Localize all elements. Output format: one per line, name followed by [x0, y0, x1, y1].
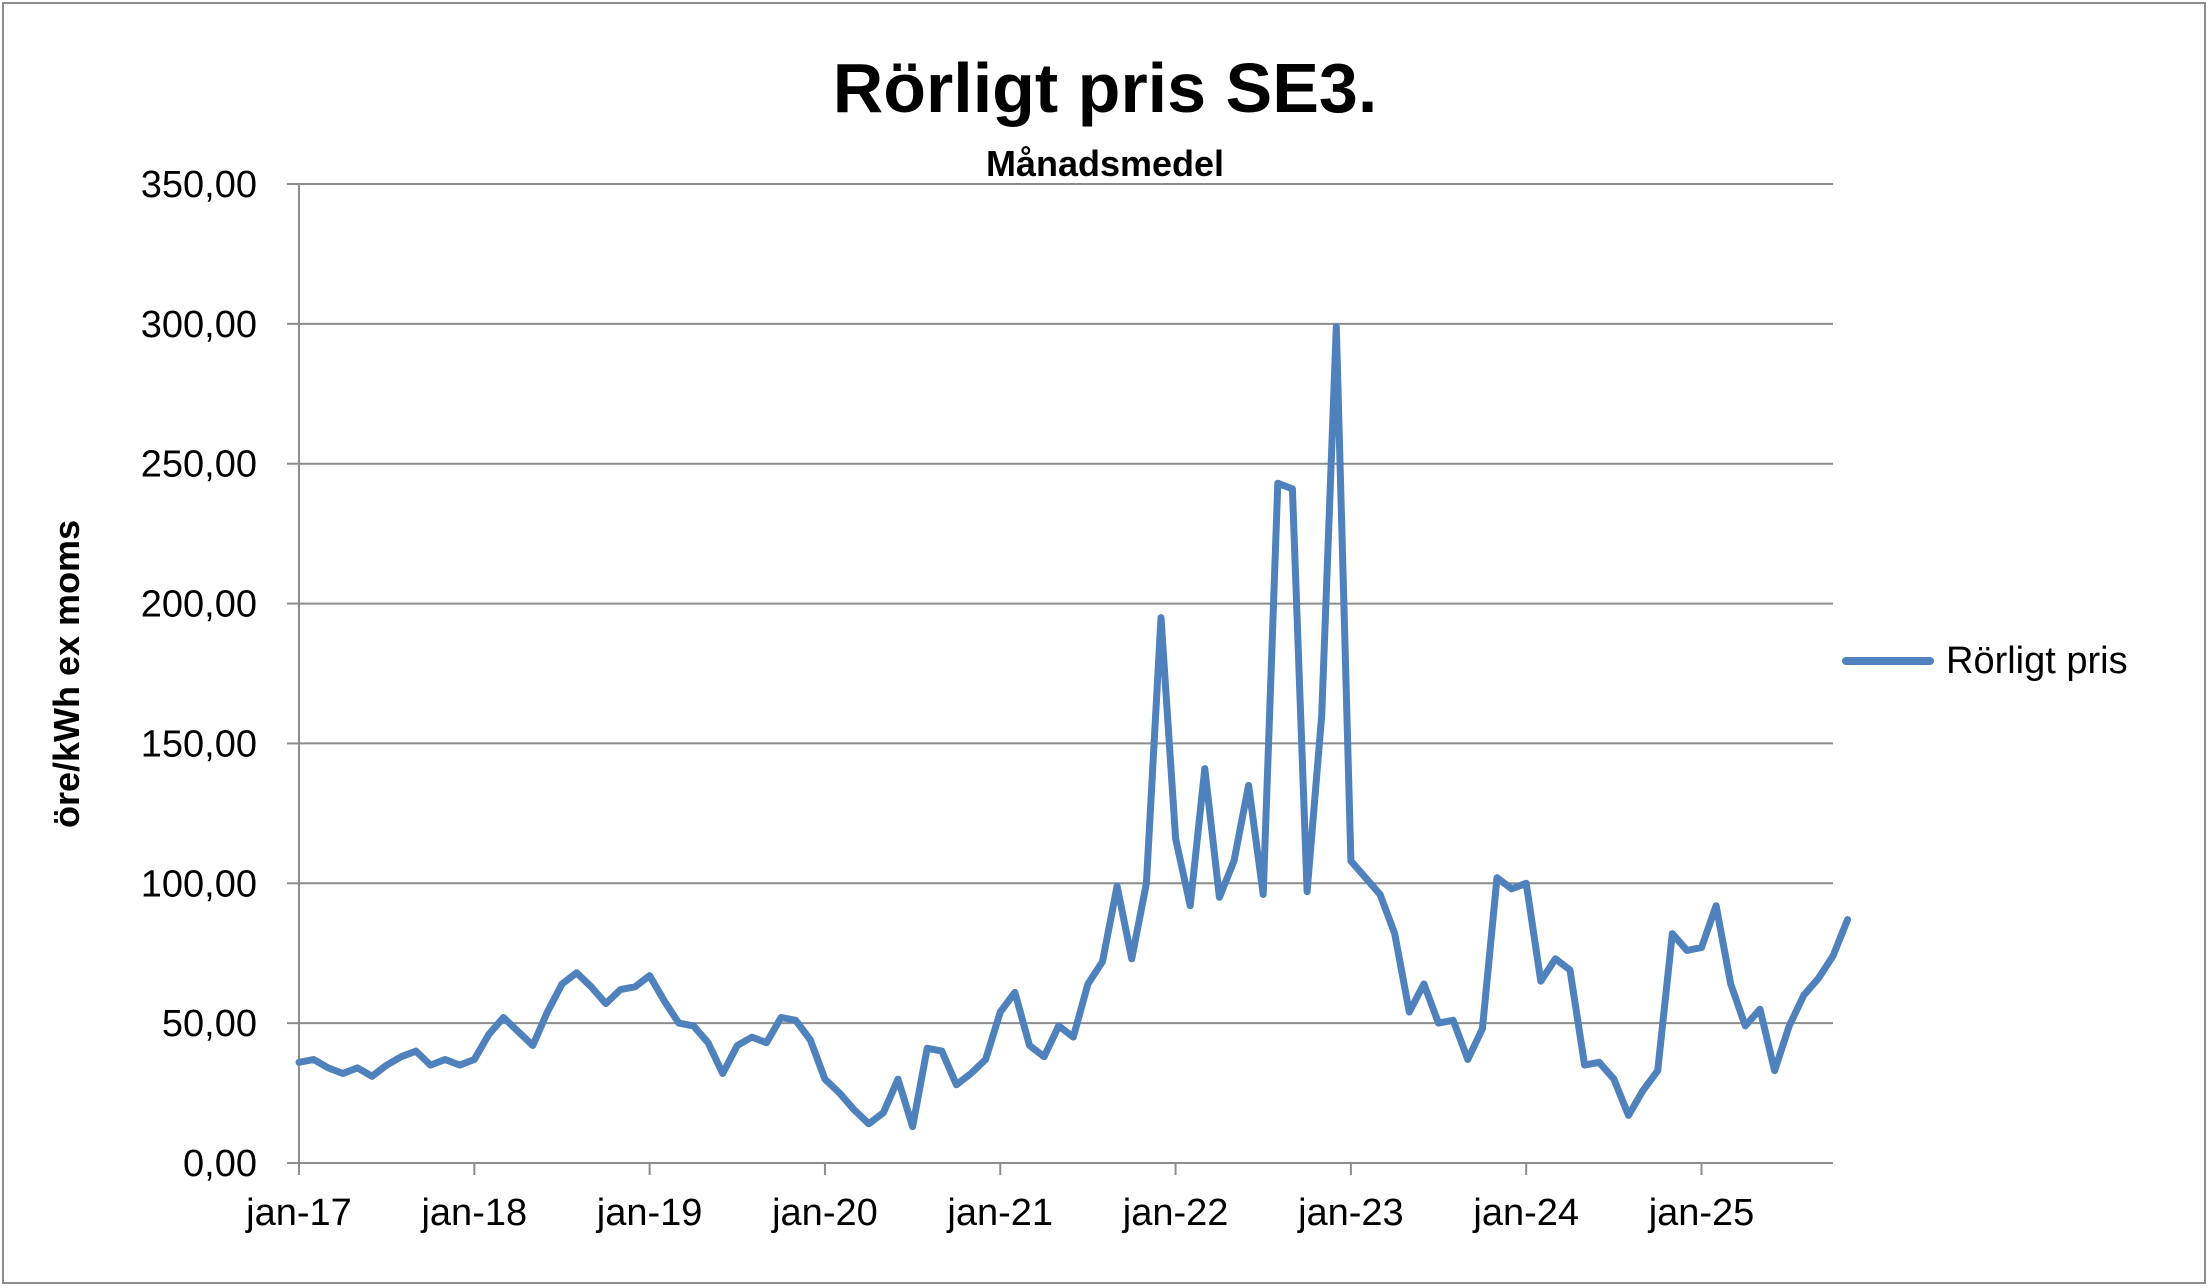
y-tick-label: 100,00: [141, 863, 257, 905]
x-tick-label: jan-18: [420, 1192, 527, 1234]
series-line-rorligt-pris: [295, 323, 1852, 1131]
axes: [287, 183, 1833, 1175]
y-tick-label: 300,00: [141, 304, 257, 346]
x-tick-label: jan-22: [1122, 1192, 1229, 1234]
x-tick-label: jan-25: [1648, 1192, 1755, 1234]
x-tick-label: jan-17: [245, 1192, 352, 1234]
y-tick-label: 250,00: [141, 444, 257, 486]
y-tick-label: 0,00: [183, 1143, 257, 1185]
gridlines: [299, 183, 1833, 1025]
legend: Rörligt pris: [1842, 636, 2128, 686]
y-tick-labels: 0,00 50,00 100,00 150,00 200,00 250,00 300,00 3…: [141, 164, 257, 1185]
y-tick-label: 50,00: [162, 1003, 257, 1045]
chart-title: Rörligt pris SE3.: [832, 49, 1378, 127]
chart-subtitle: Månadsmedel: [985, 143, 1225, 184]
x-tick-label: jan-24: [1472, 1192, 1579, 1234]
series-group: [295, 323, 1852, 1131]
legend-label: Rörligt pris: [1946, 639, 2128, 682]
y-tick-label: 200,00: [141, 584, 257, 626]
y-tick-label: 350,00: [141, 164, 257, 206]
x-tick-label: jan-19: [596, 1192, 703, 1234]
y-tick-label: 150,00: [141, 723, 257, 765]
legend-swatch: [1842, 657, 1934, 665]
x-tick-label: jan-23: [1297, 1192, 1404, 1234]
x-tick-label: jan-20: [771, 1192, 878, 1234]
x-tick-label: jan-21: [946, 1192, 1053, 1234]
x-tick-labels: jan-17 jan-18 jan-19 jan-20 jan-21 jan-22 jan-…: [245, 1192, 1754, 1234]
